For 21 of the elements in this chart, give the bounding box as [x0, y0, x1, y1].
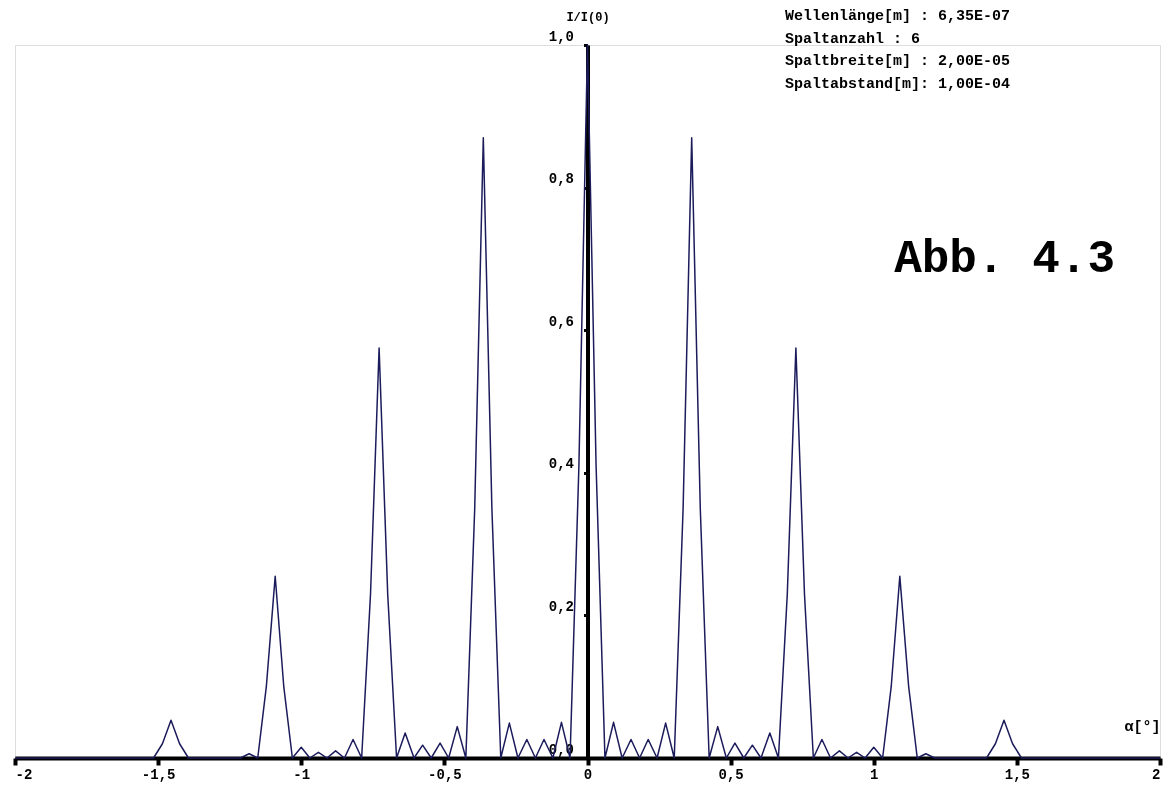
- y-tick-label: 0,4: [548, 456, 574, 473]
- annotation: Spaltanzahl : 6: [785, 30, 921, 48]
- x-tick-label: 1,5: [1004, 766, 1030, 783]
- y-tick-label: 0,6: [548, 313, 574, 330]
- x-tick-label: -0,5: [428, 766, 462, 783]
- text: Wellenlänge[m] : 6,35E-07: [785, 8, 1011, 25]
- y-tick-label: 0,8: [548, 171, 574, 188]
- annotation: Spaltabstand[m]: 1,00E-04: [785, 75, 1011, 93]
- x-tick-label: 1: [870, 766, 879, 783]
- x-tick-label: -1: [293, 766, 311, 783]
- annotation: Spaltbreite[m] : 2,00E-05: [785, 53, 1011, 70]
- x-axis-title: α[°]: [1124, 718, 1161, 736]
- x-tick-label: 0: [583, 766, 593, 783]
- x-tick-label: 2: [1152, 766, 1161, 783]
- y-tick-label: 1,0: [548, 28, 574, 45]
- x-tick-label: -1,5: [141, 766, 176, 783]
- x-tick-label: 0,5: [718, 766, 744, 783]
- x-tick-label: -2: [15, 766, 33, 783]
- y-axis-title: I/I(0): [566, 10, 610, 25]
- annotation: Abb. 4.3: [894, 234, 1115, 286]
- y-tick-label: 0,2: [548, 598, 574, 615]
